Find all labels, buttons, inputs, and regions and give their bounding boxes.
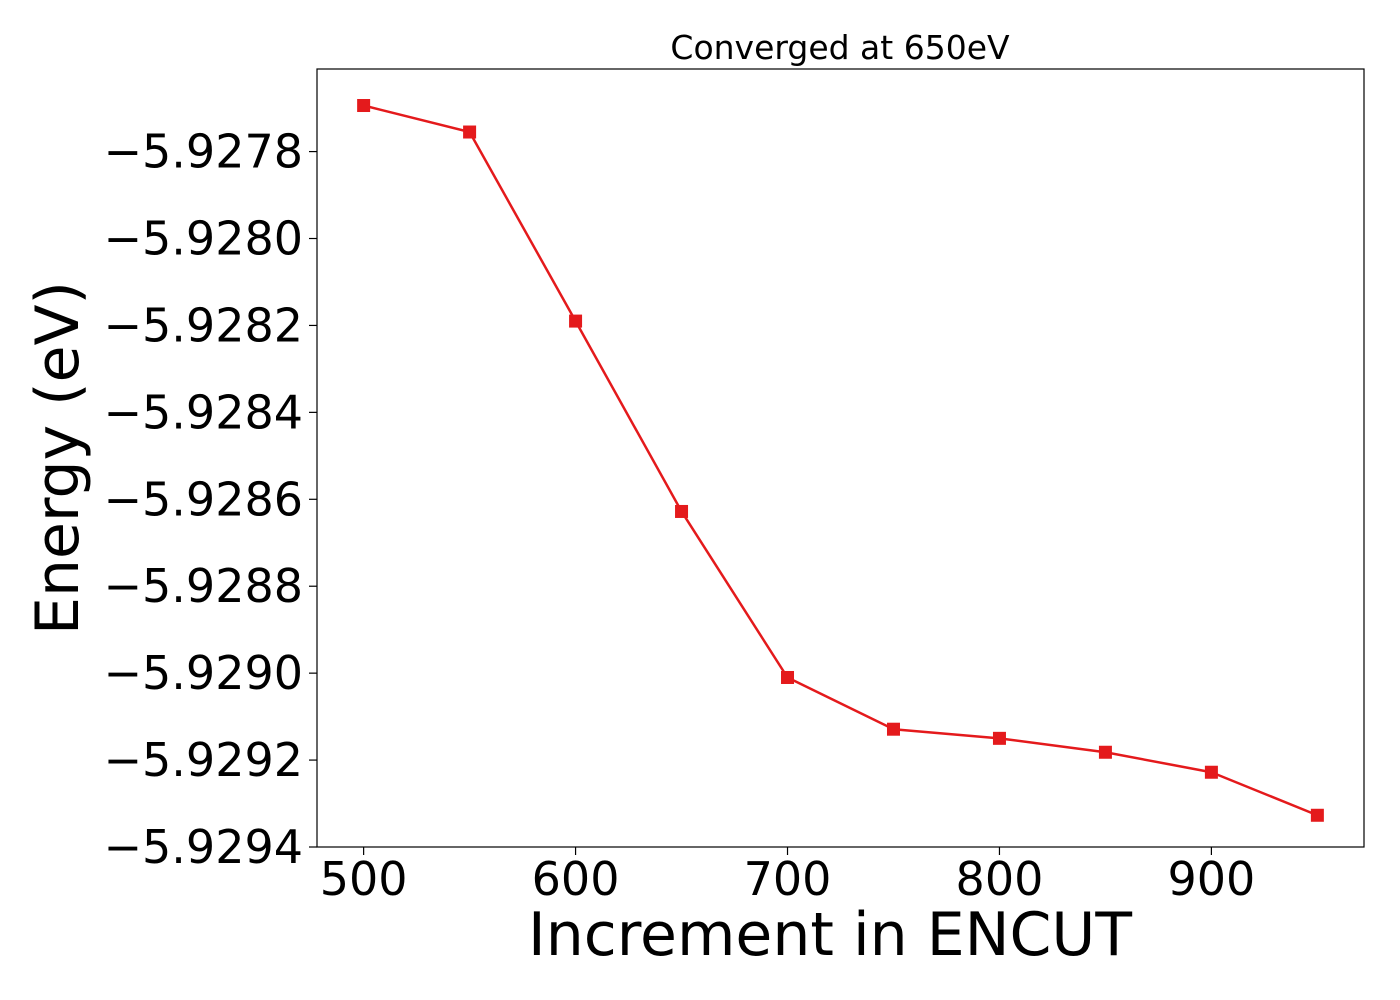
x-axis-title: Increment in ENCUT [528,900,1132,970]
y-tick-label: −5.9286 [104,472,304,526]
y-axis-title: Energy (eV) [23,281,93,635]
data-point-marker [1098,745,1112,759]
x-tick-label: 900 [1167,852,1255,906]
x-tick-label: 800 [956,852,1044,906]
x-tick-label: 700 [744,852,832,906]
y-tick-label: −5.9290 [104,646,304,700]
y-tick-label: −5.9282 [104,298,304,352]
x-axis-ticks: 500 600 700 800 900 [320,847,1255,906]
data-point-marker [569,314,583,328]
plot-frame [316,68,1365,848]
x-tick-label: 600 [532,852,620,906]
y-tick-label: −5.9292 [104,733,304,787]
data-point-marker [886,722,900,736]
y-tick-label: −5.9278 [104,125,304,179]
series-line [363,104,1318,817]
data-point-marker [1204,765,1218,779]
y-tick-label: −5.9284 [104,385,304,439]
y-axis-ticks: −5.9278 −5.9280 −5.9282 −5.9284 −5.9286 −5.92… [104,125,317,874]
data-point-marker [463,125,477,139]
data-point-marker [357,99,371,113]
series-layer [357,99,1324,822]
y-tick-label: −5.9280 [104,212,304,266]
y-tick-label: −5.9294 [104,820,304,874]
data-point-marker [1310,808,1324,822]
data-point-marker [781,670,795,684]
chart-title: Converged at 650eV [670,28,1010,67]
data-point-marker [675,504,689,518]
x-tick-label: 500 [320,852,408,906]
y-tick-label: −5.9288 [104,559,304,613]
data-point-marker [992,731,1006,745]
